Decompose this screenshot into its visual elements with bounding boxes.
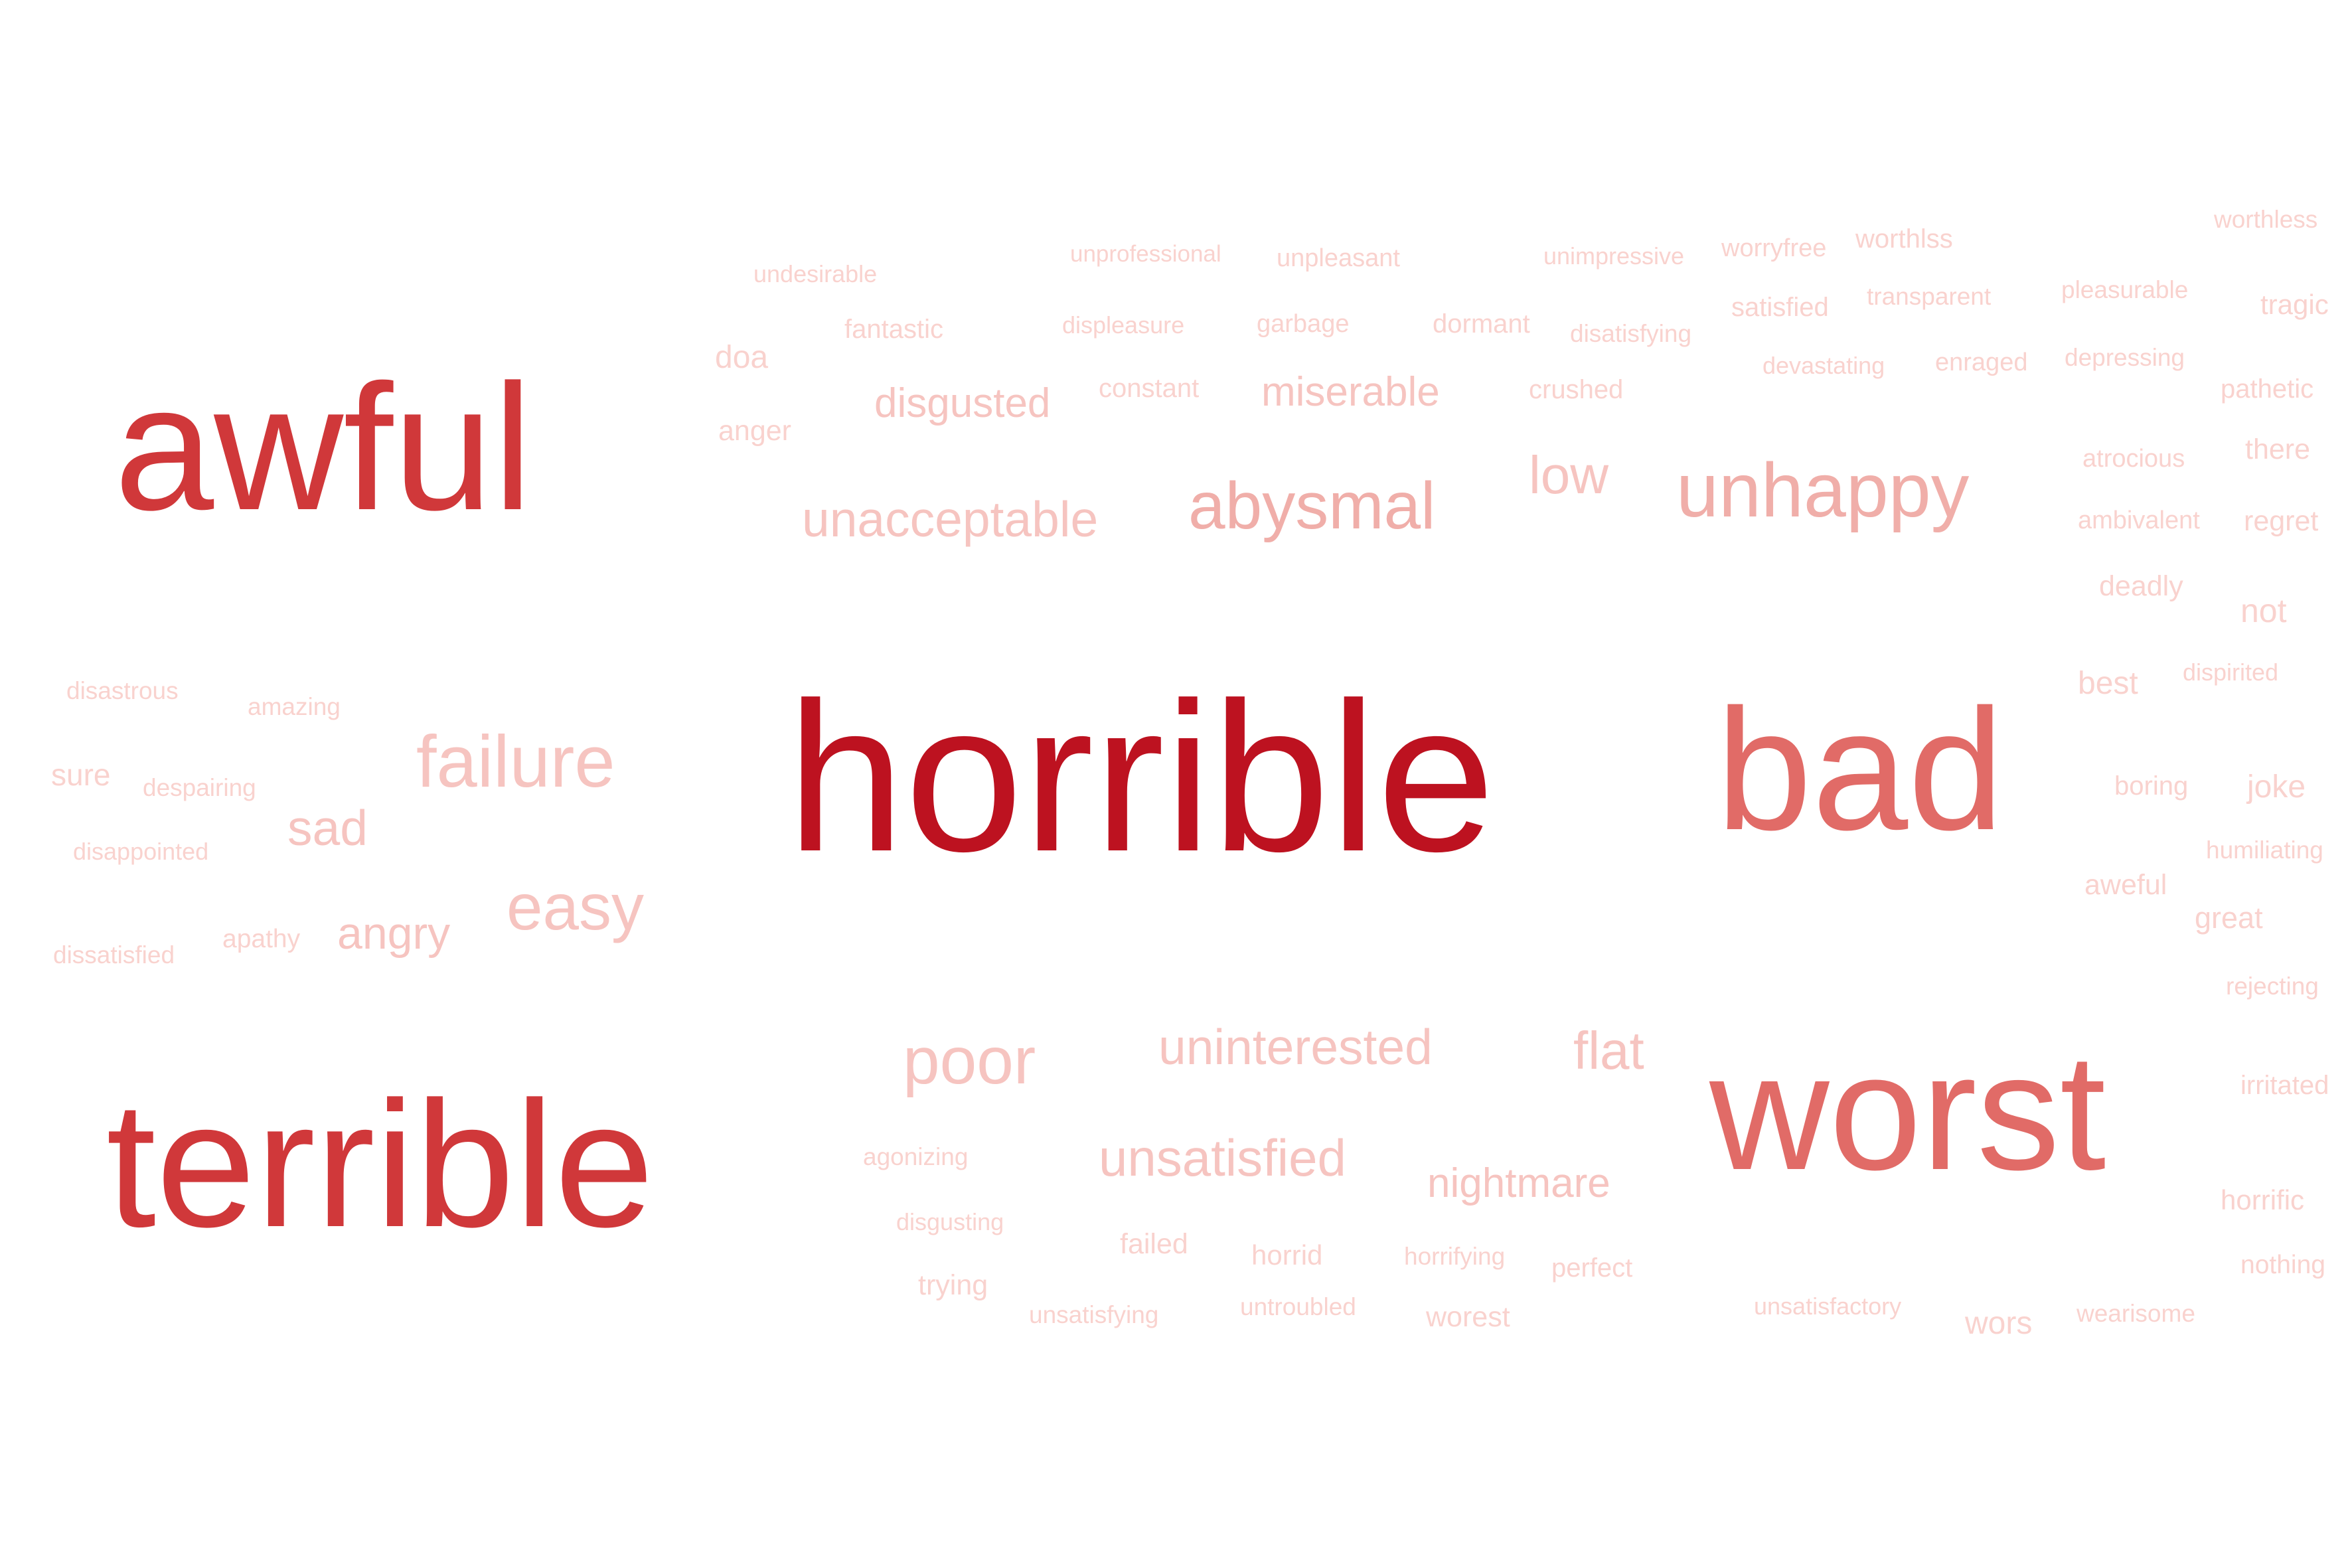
word-anger: anger: [718, 415, 791, 447]
word-worryfree: worryfree: [1721, 234, 1827, 262]
word-horrifying: horrifying: [1404, 1243, 1506, 1270]
word-satisfied: satisfied: [1731, 293, 1829, 322]
word-unsatisfied: unsatisfied: [1099, 1129, 1346, 1187]
word-horrid: horrid: [1251, 1239, 1323, 1271]
word-best: best: [2078, 666, 2138, 701]
word-horrible: horrible: [787, 658, 1496, 896]
word-regret: regret: [2244, 505, 2319, 537]
word-dispirited: dispirited: [2183, 659, 2279, 686]
word-unhappy: unhappy: [1676, 448, 1970, 533]
word-rejecting: rejecting: [2226, 973, 2319, 1000]
word-perfect: perfect: [1551, 1253, 1633, 1283]
word-great: great: [2195, 901, 2263, 935]
word-worthlss: worthlss: [1855, 224, 1953, 254]
word-transparent: transparent: [1867, 283, 1992, 310]
word-flat: flat: [1573, 1021, 1644, 1080]
word-bad: bad: [1716, 674, 2004, 866]
word-disgusting: disgusting: [896, 1208, 1004, 1235]
word-disatisfying: disatisfying: [1570, 320, 1692, 347]
word-pathetic: pathetic: [2221, 374, 2314, 404]
word-terrible: terrible: [106, 1065, 655, 1265]
word-there: there: [2245, 433, 2311, 465]
word-abysmal: abysmal: [1188, 469, 1436, 543]
word-disgusted: disgusted: [874, 380, 1051, 426]
word-easy: easy: [507, 870, 645, 943]
word-doa: doa: [715, 340, 769, 375]
word-poor: poor: [903, 1024, 1036, 1098]
word-enraged: enraged: [1935, 349, 2028, 376]
word-failed: failed: [1120, 1228, 1188, 1260]
word-dormant: dormant: [1433, 309, 1530, 339]
word-unsatisfying: unsatisfying: [1029, 1301, 1159, 1328]
word-unacceptable: unacceptable: [802, 491, 1099, 547]
word-disastrous: disastrous: [66, 677, 179, 704]
word-agonizing: agonizing: [863, 1143, 969, 1170]
word-amazing: amazing: [248, 693, 341, 720]
word-sad: sad: [287, 800, 368, 856]
word-sure: sure: [51, 757, 111, 792]
word-failure: failure: [416, 721, 615, 803]
word-worst: worst: [1709, 1019, 2106, 1204]
word-joke: joke: [2247, 769, 2306, 805]
word-constant: constant: [1099, 374, 1200, 403]
word-depressing: depressing: [2065, 344, 2185, 371]
word-ambivalent: ambivalent: [2078, 507, 2200, 534]
word-untroubled: untroubled: [1240, 1293, 1356, 1320]
word-nightmare: nightmare: [1427, 1160, 1610, 1206]
word-displeasure: displeasure: [1062, 311, 1185, 339]
word-despairing: despairing: [143, 774, 256, 801]
word-nothing: nothing: [2240, 1251, 2325, 1279]
word-devastating: devastating: [1763, 352, 1885, 379]
word-wors: wors: [1965, 1306, 2033, 1341]
word-garbage: garbage: [1257, 310, 1350, 338]
word-crushed: crushed: [1529, 375, 1624, 404]
word-fantastic: fantastic: [844, 315, 943, 344]
word-irritated: irritated: [2240, 1071, 2329, 1100]
word-not: not: [2240, 592, 2287, 629]
word-awful: awful: [114, 348, 533, 548]
word-worest: worest: [1426, 1301, 1510, 1333]
word-dissatisfied: dissatisfied: [53, 941, 175, 969]
word-angry: angry: [337, 908, 451, 959]
word-miserable: miserable: [1261, 369, 1440, 415]
word-uninterested: uninterested: [1158, 1019, 1433, 1075]
word-tragic: tragic: [2260, 289, 2329, 320]
word-unprofessional: unprofessional: [1070, 241, 1221, 267]
word-worthless: worthless: [2214, 206, 2318, 233]
word-humiliating: humiliating: [2206, 836, 2323, 864]
word-unpleasant: unpleasant: [1277, 244, 1400, 272]
word-wearisome: wearisome: [2077, 1300, 2195, 1327]
word-low: low: [1529, 445, 1609, 505]
word-trying: trying: [918, 1269, 988, 1301]
word-undesirable: undesirable: [753, 260, 878, 287]
word-apathy: apathy: [222, 925, 301, 953]
word-deadly: deadly: [2099, 570, 2183, 602]
word-boring: boring: [2114, 771, 2189, 801]
word-horrific: horrific: [2221, 1184, 2305, 1215]
word-aweful: aweful: [2084, 869, 2167, 901]
word-atrocious: atrocious: [2082, 445, 2185, 473]
word-unimpressive: unimpressive: [1543, 242, 1685, 270]
word-unsatisfactory: unsatisfactory: [1754, 1293, 1902, 1320]
word-pleasurable: pleasurable: [2061, 276, 2189, 303]
word-disappointed: disappointed: [73, 838, 209, 865]
